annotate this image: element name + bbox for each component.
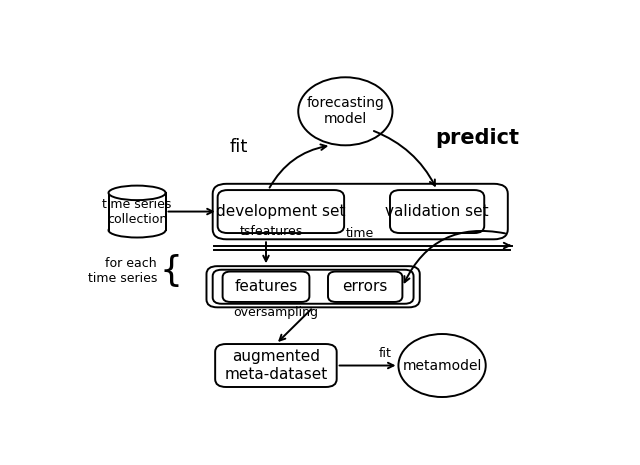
Text: forecasting
model: forecasting model xyxy=(307,96,384,126)
Text: fit: fit xyxy=(379,347,392,360)
FancyBboxPatch shape xyxy=(109,193,166,230)
Text: {: { xyxy=(159,253,182,288)
FancyBboxPatch shape xyxy=(212,184,508,239)
FancyBboxPatch shape xyxy=(212,270,413,304)
FancyBboxPatch shape xyxy=(218,190,344,233)
FancyBboxPatch shape xyxy=(215,344,337,387)
Ellipse shape xyxy=(399,334,486,397)
Ellipse shape xyxy=(109,186,166,200)
Ellipse shape xyxy=(109,223,166,238)
FancyBboxPatch shape xyxy=(390,190,484,233)
Text: metamodel: metamodel xyxy=(403,359,482,372)
Text: for each
time series: for each time series xyxy=(88,257,157,285)
Text: predict: predict xyxy=(435,128,519,148)
Text: time series
collection: time series collection xyxy=(102,198,172,226)
FancyBboxPatch shape xyxy=(223,272,309,302)
FancyBboxPatch shape xyxy=(207,266,420,307)
Text: features: features xyxy=(234,279,298,294)
Text: fit: fit xyxy=(230,138,248,156)
FancyBboxPatch shape xyxy=(109,193,166,230)
Text: time: time xyxy=(346,227,374,240)
FancyBboxPatch shape xyxy=(328,272,403,302)
Text: validation set: validation set xyxy=(385,204,489,219)
Text: errors: errors xyxy=(342,279,388,294)
Text: development set: development set xyxy=(216,204,346,219)
Text: augmented
meta-dataset: augmented meta-dataset xyxy=(224,349,328,382)
Text: oversampling: oversampling xyxy=(234,306,319,319)
Text: tsfeatures: tsfeatures xyxy=(239,226,303,239)
Ellipse shape xyxy=(298,77,392,145)
